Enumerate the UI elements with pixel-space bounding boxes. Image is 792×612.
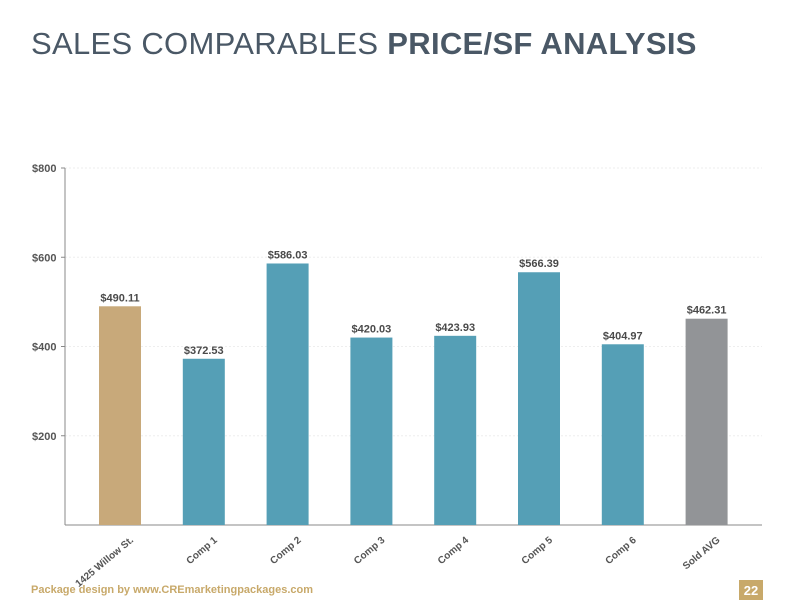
bar-value-label: $404.97	[603, 330, 643, 342]
x-tick-label: Comp 6	[604, 535, 639, 567]
bar-3	[266, 263, 309, 525]
x-tick-label: Comp 4	[436, 535, 471, 567]
bar-1	[99, 306, 141, 525]
x-tick-label: Sold AVG	[681, 535, 723, 572]
footer-credit: Package design by www.CREmarketingpackag…	[31, 584, 314, 596]
bar-value-label: $423.93	[435, 322, 475, 334]
page-title-light: SALES COMPARABLES	[31, 26, 388, 61]
page-title: SALES COMPARABLES PRICE/SF ANALYSIS	[31, 26, 697, 62]
bar-value-label: $566.39	[519, 258, 559, 270]
bar-value-label: $372.53	[184, 345, 224, 357]
bar-5	[434, 335, 477, 525]
x-tick-label: Comp 5	[520, 535, 555, 567]
bar-value-label: $490.11	[100, 292, 139, 304]
x-tick-label: Comp 2	[268, 535, 303, 567]
bar-6	[518, 272, 560, 525]
y-tick-label: $800	[32, 163, 56, 175]
y-tick-label: $600	[32, 252, 56, 264]
y-tick-label: $200	[32, 431, 56, 443]
x-tick-label: Comp 1	[185, 535, 220, 567]
y-tick-label: $400	[32, 342, 56, 354]
bar-value-label: $462.31	[687, 305, 727, 317]
bar-4	[350, 337, 393, 525]
bar-value-label: $420.03	[352, 324, 392, 336]
x-tick-label: 1425 Willow St.	[74, 535, 137, 590]
x-tick-label: Comp 3	[352, 535, 387, 567]
bar-2	[182, 358, 225, 525]
page-number-badge: 22	[739, 580, 763, 600]
bar-7	[601, 344, 644, 525]
bar-value-label: $586.03	[268, 249, 308, 261]
page-title-bold: PRICE/SF ANALYSIS	[387, 26, 697, 61]
bar-8	[685, 318, 728, 525]
